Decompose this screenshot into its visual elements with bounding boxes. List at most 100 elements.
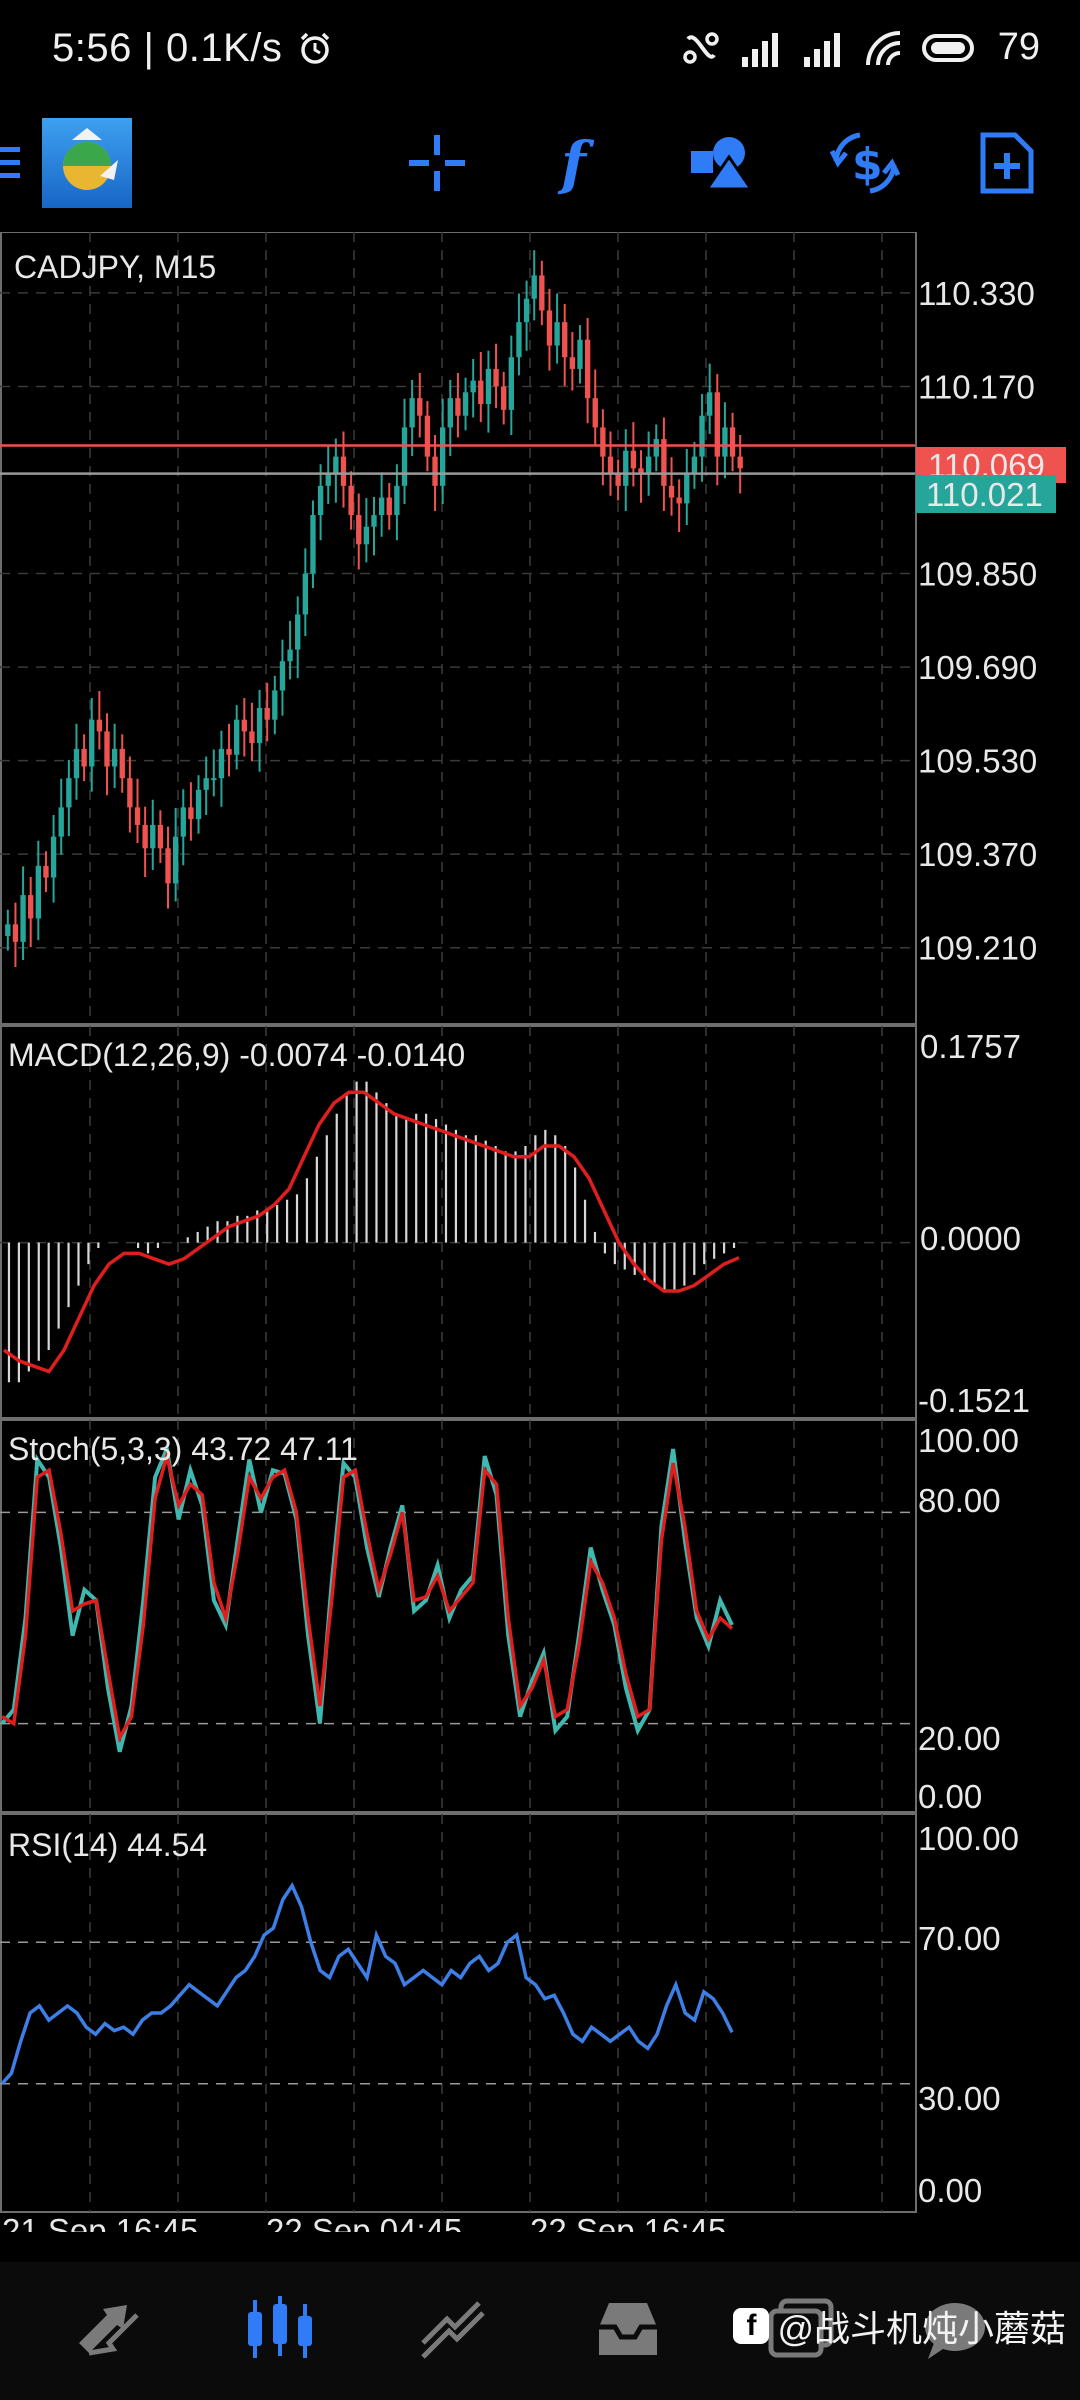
- candle: [295, 596, 301, 679]
- candle: [424, 401, 431, 472]
- candle: [592, 369, 598, 446]
- candle: [394, 464, 400, 541]
- signal-hd-icon: [741, 32, 778, 67]
- candle: [310, 500, 316, 589]
- candle: [234, 705, 240, 770]
- nav-chart[interactable]: [230, 2284, 330, 2374]
- macd-label: MACD(12,26,9) -0.0074 -0.0140: [8, 1037, 465, 1073]
- stoch-tick-20: 20.00: [918, 1720, 1001, 1757]
- candle: [661, 417, 667, 511]
- macd-tick-zero: 0.0000: [920, 1220, 1021, 1257]
- svg-text:$: $: [852, 139, 883, 190]
- candle: [226, 723, 232, 777]
- candle: [134, 778, 141, 844]
- candle: [699, 394, 705, 482]
- candle: [707, 363, 713, 434]
- watermark-logo-icon: f: [733, 2308, 770, 2344]
- candle: [455, 373, 461, 438]
- app-logo-button[interactable]: [42, 113, 132, 213]
- candle: [211, 749, 217, 797]
- menu-button[interactable]: [0, 113, 30, 213]
- candle: [203, 756, 209, 815]
- macd-tick-bottom: -0.1521: [918, 1382, 1030, 1419]
- candle: [714, 374, 720, 486]
- candle: [501, 371, 507, 425]
- app-logo: [42, 118, 132, 208]
- candle: [417, 373, 423, 438]
- indicators-button[interactable]: f: [533, 113, 623, 213]
- candle: [630, 422, 637, 487]
- candle: [569, 332, 576, 391]
- candle: [409, 380, 415, 457]
- candle: [638, 450, 644, 503]
- crosshair-button[interactable]: [392, 113, 482, 213]
- candle: [531, 250, 537, 321]
- nav-messages[interactable]: [752, 2284, 852, 2374]
- candle: [584, 318, 591, 424]
- candles: [5, 250, 743, 967]
- candle: [66, 760, 72, 837]
- candle: [96, 691, 103, 750]
- candle: [645, 431, 652, 496]
- wifi-icon: [865, 30, 900, 65]
- candle: [737, 434, 743, 494]
- candle: [195, 775, 202, 834]
- candle: [279, 639, 286, 716]
- stoch-tick-80: 80.00: [918, 1482, 1001, 1519]
- candle: [81, 734, 87, 782]
- trade-button[interactable]: $: [820, 113, 910, 213]
- bottom-nav: f @战斗机炖小蘑菇: [0, 2262, 1080, 2400]
- nav-chat[interactable]: [905, 2284, 1005, 2374]
- candle: [119, 734, 125, 793]
- candle: [493, 343, 499, 409]
- candle: [165, 826, 171, 909]
- candle: [157, 810, 164, 863]
- candle: [577, 325, 583, 384]
- chart-icon: [248, 2296, 312, 2358]
- new-order-button[interactable]: [962, 113, 1052, 213]
- rsi-line: [0, 1881, 734, 2085]
- candle: [371, 496, 377, 556]
- candle: [562, 304, 568, 386]
- candle: [43, 851, 49, 893]
- candle: [5, 909, 11, 951]
- candle: [386, 482, 392, 530]
- candle: [623, 429, 629, 511]
- candle: [302, 548, 309, 637]
- watermark-text: @战斗机炖小蘑菇: [777, 2308, 1066, 2349]
- trade-nav-icon: [421, 2301, 485, 2359]
- chart-canvas[interactable]: 110.069 110.021 CADJPY, M15 110.330110.1…: [0, 232, 1080, 2232]
- objects-button[interactable]: [676, 113, 766, 213]
- candle: [111, 723, 118, 789]
- candle: [539, 260, 545, 326]
- candle: [340, 431, 347, 508]
- nav-trade[interactable]: [404, 2284, 504, 2374]
- trade-icon: $: [830, 132, 900, 194]
- nav-history[interactable]: [578, 2284, 678, 2374]
- candle: [508, 335, 514, 435]
- bid-price-box: [916, 475, 1056, 513]
- history-icon: [599, 2303, 657, 2355]
- candle: [470, 358, 476, 418]
- candle: [180, 789, 186, 866]
- chart-area[interactable]: 110.069 110.021 CADJPY, M15 110.330 110.1…: [0, 232, 1080, 2232]
- rsi-tick-30: 30.00: [918, 2080, 1001, 2117]
- candle: [150, 799, 156, 870]
- candle: [546, 288, 553, 371]
- candle: [668, 457, 675, 516]
- candle: [676, 479, 682, 533]
- price-tick: 109.850: [918, 556, 1037, 593]
- nav-quotes[interactable]: [58, 2284, 158, 2374]
- candle: [485, 350, 492, 433]
- time-label-3: 22 Sep 16:45: [530, 2212, 726, 2232]
- alarm-icon: [300, 32, 330, 64]
- candle: [447, 380, 453, 457]
- candle: [28, 876, 34, 948]
- watermark: f @战斗机炖小蘑菇: [733, 2300, 1066, 2352]
- price-tick: 110.170: [918, 368, 1035, 405]
- objects-icon: [691, 137, 753, 191]
- stoch-tick-0: 0.00: [918, 1778, 982, 1815]
- candle: [249, 702, 255, 762]
- candle: [607, 431, 614, 496]
- symbol-label: CADJPY, M15: [14, 249, 216, 285]
